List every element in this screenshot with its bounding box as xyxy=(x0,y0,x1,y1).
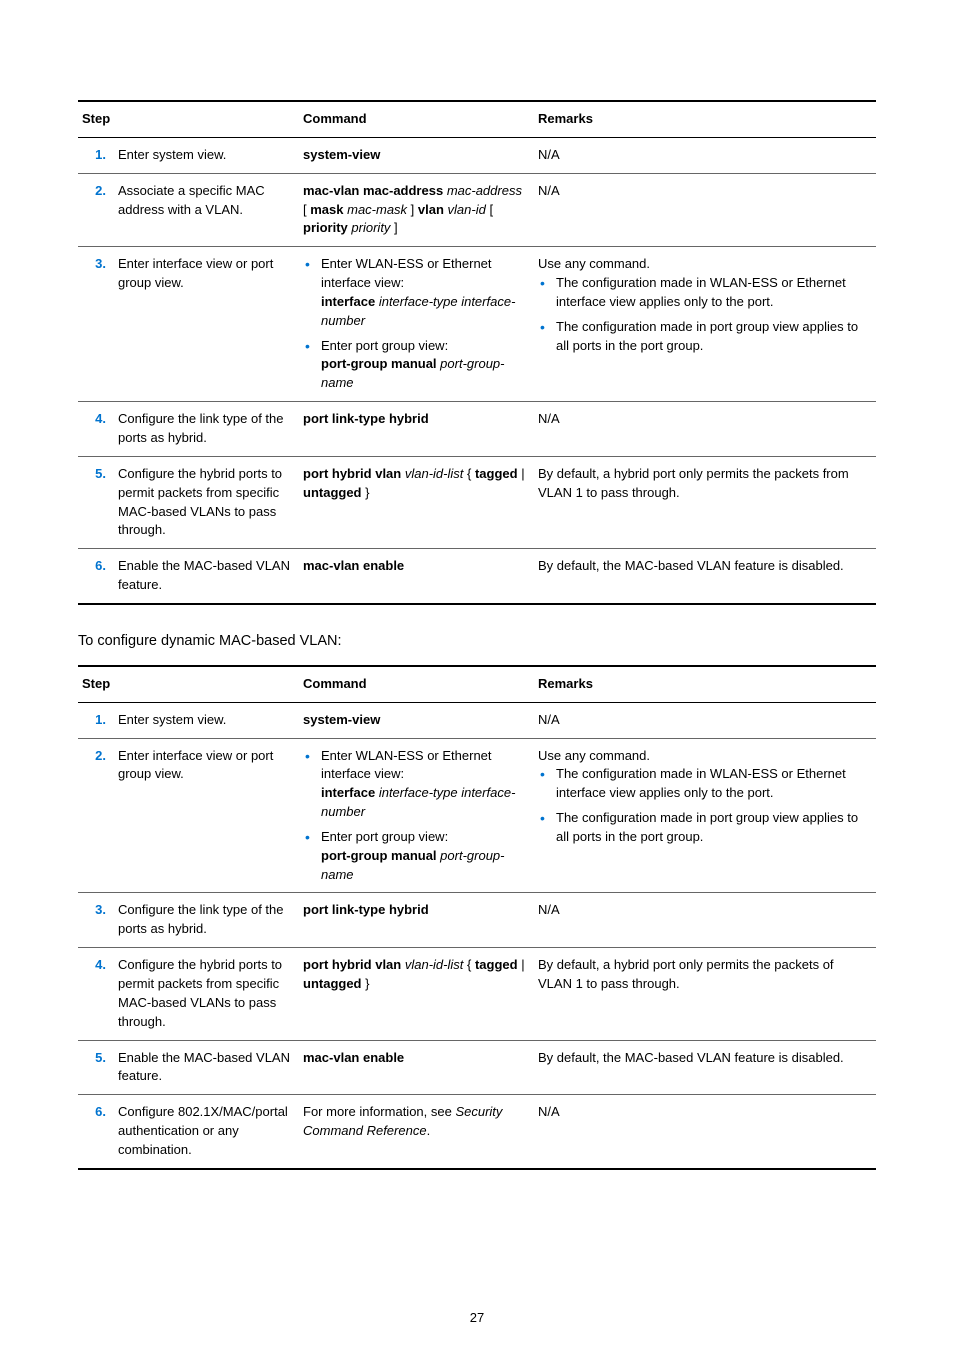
step-number: 5. xyxy=(78,456,114,548)
command-cell: port link-type hybrid xyxy=(299,402,534,457)
table-row: 5.Enable the MAC-based VLAN feature.mac-… xyxy=(78,1040,876,1095)
command-cell: mac-vlan mac-address mac-address [ mask … xyxy=(299,173,534,247)
step-text: Enter system view. xyxy=(114,702,299,738)
table-row: 4.Configure the hybrid ports to permit p… xyxy=(78,948,876,1040)
step-text: Configure the link type of the ports as … xyxy=(114,402,299,457)
step-number: 4. xyxy=(78,402,114,457)
step-text: Associate a specific MAC address with a … xyxy=(114,173,299,247)
command-bullet: Enter port group view:port-group manual … xyxy=(303,828,528,885)
step-text: Enable the MAC-based VLAN feature. xyxy=(114,1040,299,1095)
command-cell: system-view xyxy=(299,702,534,738)
step-number: 3. xyxy=(78,247,114,402)
step-text: Configure 802.1X/MAC/portal authenticati… xyxy=(114,1095,299,1169)
command-bullet: Enter WLAN-ESS or Ethernet interface vie… xyxy=(303,255,528,330)
header-remarks: Remarks xyxy=(534,666,876,702)
remarks-cell: By default, the MAC-based VLAN feature i… xyxy=(534,549,876,604)
table-row: 5.Configure the hybrid ports to permit p… xyxy=(78,456,876,548)
step-number: 5. xyxy=(78,1040,114,1095)
intro-text: To configure dynamic MAC-based VLAN: xyxy=(78,633,876,649)
table-row: 3.Configure the link type of the ports a… xyxy=(78,893,876,948)
step-text: Enter interface view or port group view. xyxy=(114,247,299,402)
table-header-row: Step Command Remarks xyxy=(78,101,876,137)
remarks-cell: N/A xyxy=(534,702,876,738)
step-number: 6. xyxy=(78,549,114,604)
remarks-cell: By default, a hybrid port only permits t… xyxy=(534,456,876,548)
step-number: 1. xyxy=(78,137,114,173)
table-row: 1.Enter system view.system-viewN/A xyxy=(78,137,876,173)
command-cell: mac-vlan enable xyxy=(299,549,534,604)
step-number: 3. xyxy=(78,893,114,948)
step-number: 1. xyxy=(78,702,114,738)
remarks-cell: N/A xyxy=(534,893,876,948)
step-text: Enter system view. xyxy=(114,137,299,173)
step-text: Enter interface view or port group view. xyxy=(114,738,299,893)
config-table-1: Step Command Remarks 1.Enter system view… xyxy=(78,100,876,605)
step-number: 4. xyxy=(78,948,114,1040)
header-command: Command xyxy=(299,666,534,702)
command-cell: system-view xyxy=(299,137,534,173)
table-row: 6.Enable the MAC-based VLAN feature.mac-… xyxy=(78,549,876,604)
table-row: 4.Configure the link type of the ports a… xyxy=(78,402,876,457)
command-bullet: Enter port group view:port-group manual … xyxy=(303,337,528,394)
header-step: Step xyxy=(78,101,299,137)
page-number: 27 xyxy=(78,1310,876,1325)
command-bullet: Enter WLAN-ESS or Ethernet interface vie… xyxy=(303,747,528,822)
table-row: 1.Enter system view.system-viewN/A xyxy=(78,702,876,738)
remarks-cell: By default, the MAC-based VLAN feature i… xyxy=(534,1040,876,1095)
header-remarks: Remarks xyxy=(534,101,876,137)
remarks-bullet: The configuration made in port group vie… xyxy=(538,318,870,356)
step-number: 2. xyxy=(78,173,114,247)
remarks-cell: By default, a hybrid port only permits t… xyxy=(534,948,876,1040)
remarks-intro: Use any command. xyxy=(538,255,870,274)
remarks-cell: N/A xyxy=(534,402,876,457)
remarks-cell: Use any command.The configuration made i… xyxy=(534,738,876,893)
header-command: Command xyxy=(299,101,534,137)
step-text: Enable the MAC-based VLAN feature. xyxy=(114,549,299,604)
table-row: 2.Enter interface view or port group vie… xyxy=(78,738,876,893)
command-cell: port hybrid vlan vlan-id-list { tagged |… xyxy=(299,948,534,1040)
remarks-cell: N/A xyxy=(534,137,876,173)
remarks-bullet: The configuration made in WLAN-ESS or Et… xyxy=(538,274,870,312)
document-page: Step Command Remarks 1.Enter system view… xyxy=(0,0,954,1365)
header-step: Step xyxy=(78,666,299,702)
remarks-cell: N/A xyxy=(534,173,876,247)
command-cell: Enter WLAN-ESS or Ethernet interface vie… xyxy=(299,738,534,893)
remarks-bullet: The configuration made in WLAN-ESS or Et… xyxy=(538,765,870,803)
step-text: Configure the hybrid ports to permit pac… xyxy=(114,456,299,548)
command-cell: port hybrid vlan vlan-id-list { tagged |… xyxy=(299,456,534,548)
command-cell: mac-vlan enable xyxy=(299,1040,534,1095)
remarks-intro: Use any command. xyxy=(538,747,870,766)
remarks-cell: N/A xyxy=(534,1095,876,1169)
step-text: Configure the hybrid ports to permit pac… xyxy=(114,948,299,1040)
step-text: Configure the link type of the ports as … xyxy=(114,893,299,948)
command-cell: port link-type hybrid xyxy=(299,893,534,948)
remarks-cell: Use any command.The configuration made i… xyxy=(534,247,876,402)
remarks-bullet: The configuration made in port group vie… xyxy=(538,809,870,847)
config-table-2: Step Command Remarks 1.Enter system view… xyxy=(78,665,876,1170)
table-row: 2.Associate a specific MAC address with … xyxy=(78,173,876,247)
command-cell: Enter WLAN-ESS or Ethernet interface vie… xyxy=(299,247,534,402)
step-number: 2. xyxy=(78,738,114,893)
table-header-row: Step Command Remarks xyxy=(78,666,876,702)
command-cell: For more information, see Security Comma… xyxy=(299,1095,534,1169)
table-row: 6.Configure 802.1X/MAC/portal authentica… xyxy=(78,1095,876,1169)
step-number: 6. xyxy=(78,1095,114,1169)
table-row: 3.Enter interface view or port group vie… xyxy=(78,247,876,402)
